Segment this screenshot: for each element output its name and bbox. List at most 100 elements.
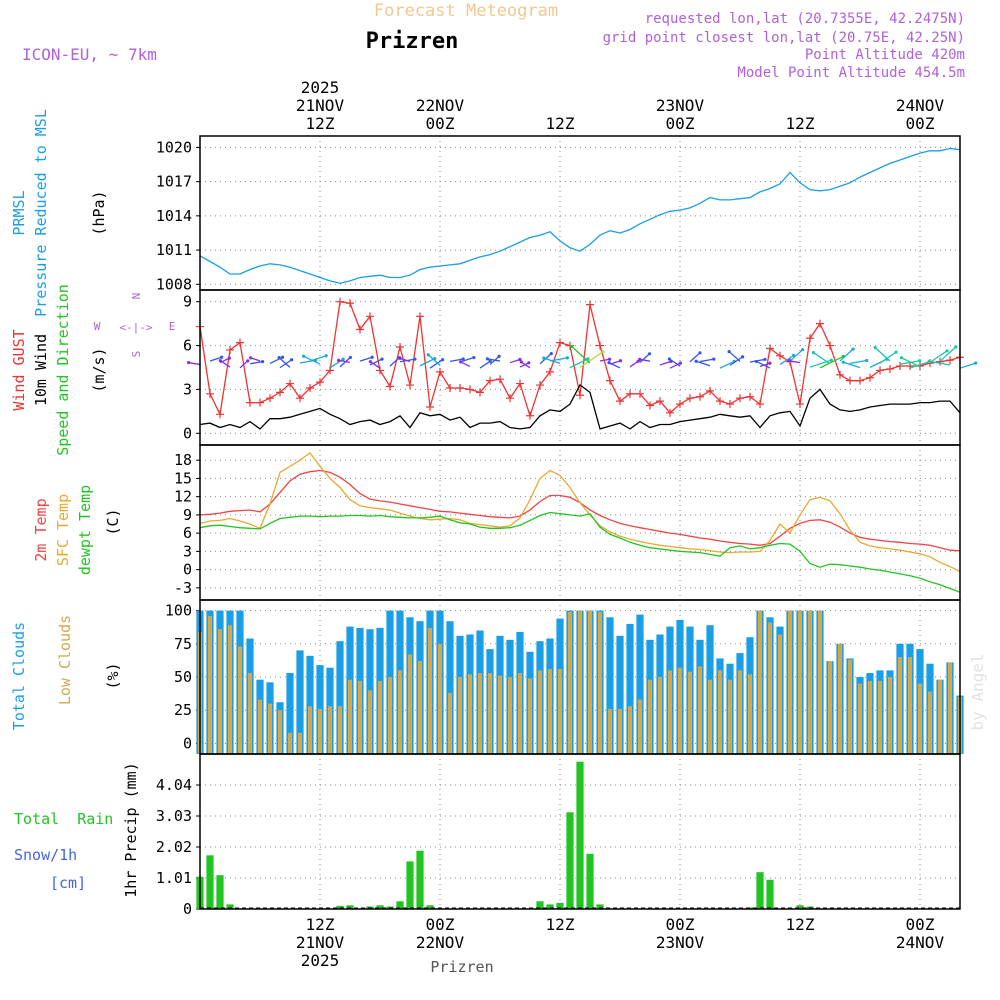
gust-marker	[466, 385, 474, 394]
low-cloud-bar	[428, 627, 432, 754]
compass-north: N	[130, 293, 143, 300]
wind-direction-arrow	[220, 360, 231, 368]
wind-arrow-head	[973, 361, 978, 365]
wind-direction-arrow	[549, 357, 568, 362]
low-cloud-bar	[318, 708, 322, 754]
low-cloud-bar	[848, 659, 852, 754]
wind-arrow-head	[768, 361, 772, 365]
wind-direction-arrow	[370, 361, 381, 369]
wind-panel: 0 3 6 9	[183, 289, 978, 446]
wind-direction-arrow	[579, 351, 604, 368]
gust-marker	[716, 397, 724, 406]
wind-arrow-head	[829, 358, 833, 362]
wind-direction-arrow	[813, 352, 831, 365]
wind-arrow-head	[618, 359, 623, 363]
gust-marker	[686, 394, 694, 403]
pressure-labels: PRMSL Pressure Reduced to MSL (hPa)	[10, 109, 108, 317]
low-cloud-bar	[328, 706, 332, 754]
wind-arrow-head	[459, 360, 463, 364]
gust-marker	[276, 388, 284, 397]
bottom-location: Prizren	[430, 958, 493, 976]
low-cloud-bar	[418, 661, 422, 754]
low-cloud-bar	[208, 615, 212, 754]
low-cloud-bar	[628, 706, 632, 754]
precip-bar	[756, 872, 764, 909]
wind-arrow-head	[398, 356, 402, 360]
low-cloud-bar	[238, 646, 242, 754]
wind-arrow-head	[851, 347, 855, 351]
precip-bar	[546, 904, 554, 909]
y-tick-label: 1014	[156, 207, 192, 225]
low-cloud-bar	[768, 622, 772, 754]
gust-marker	[936, 357, 944, 366]
precip-panel: 0 1.01 2.02 3.03 4.04	[156, 753, 961, 918]
wind-direction-arrow	[695, 360, 711, 367]
wind-arrow-head	[638, 357, 642, 361]
wind-arrow-head	[497, 354, 501, 359]
y-tick-label: 1011	[156, 241, 192, 259]
y-tick-label: 75	[174, 635, 192, 653]
pressure-unit: (hPa)	[90, 190, 108, 235]
y-tick-label: 2.02	[156, 838, 192, 856]
low-cloud-bar	[448, 692, 452, 754]
wind-direction-arrow	[689, 352, 701, 363]
low-cloud-bar	[378, 681, 382, 754]
wind-direction-arrow	[629, 360, 639, 368]
compass-cross: <-|->	[119, 321, 152, 334]
wind-direction-arrow	[459, 356, 475, 363]
y-tick-label: 0	[183, 424, 192, 442]
low-cloud-bar	[918, 683, 922, 754]
gust-marker	[826, 341, 834, 350]
y-tick-label: 6	[183, 337, 192, 355]
bottom-time-label: 12Z	[786, 915, 815, 934]
bottom-time-label: 00Z	[426, 915, 455, 934]
total-cloud-bar	[626, 623, 634, 754]
total-cloud-bar	[606, 617, 614, 754]
gust-marker	[356, 325, 364, 334]
low-cloud-bar	[658, 677, 662, 754]
gust-marker	[736, 394, 744, 403]
wind-direction-arrow	[719, 360, 735, 369]
total-clouds-label: Total Clouds	[10, 622, 28, 730]
wind-arrow-head	[601, 350, 605, 354]
wind-direction-arrow	[929, 350, 948, 363]
wind-direction-arrow	[571, 345, 591, 364]
gust-marker	[726, 400, 734, 409]
gust-marker	[286, 379, 294, 388]
wind-arrow-head	[249, 356, 253, 360]
series-line-sfc-temp	[199, 451, 961, 572]
gust-marker	[616, 397, 624, 406]
precip-unit: 1hr Precip (mm)	[122, 762, 140, 897]
total-cloud-bar	[286, 673, 294, 754]
gust-marker	[706, 386, 714, 395]
low-cloud-bar	[808, 610, 812, 754]
wind-arrow-head	[324, 354, 328, 358]
precip-bar	[766, 879, 774, 909]
wind-arrow-head	[607, 361, 611, 365]
wind-arrow-head	[380, 357, 384, 361]
low-cloud-bar	[338, 706, 342, 754]
precip-bar	[586, 853, 594, 909]
wind-arrow-head	[787, 359, 791, 363]
wind-direction-arrow	[303, 355, 321, 365]
total-cloud-bar	[306, 655, 314, 754]
gust-marker	[426, 402, 434, 411]
gust-marker	[866, 373, 874, 382]
precip-bar	[336, 905, 344, 909]
wind-direction-arrow	[843, 361, 861, 369]
low-cloud-bar	[348, 679, 352, 754]
wind-arrow-head	[527, 361, 531, 365]
y-tick-label: 18	[174, 451, 192, 469]
gust-marker	[506, 394, 514, 403]
top-time-label: 24NOV	[896, 96, 945, 115]
low-cloud-bar	[388, 677, 392, 754]
wind-arrow-head	[565, 356, 569, 360]
low-cloud-bar	[408, 654, 412, 754]
gust-marker	[266, 394, 274, 403]
gust-marker	[456, 383, 464, 392]
total-cloud-bar	[616, 635, 624, 754]
wind-direction-arrow	[756, 360, 771, 369]
cloud-unit: (%)	[104, 662, 122, 689]
grid-point-coords: grid point closest lon,lat (20.75E, 42.2…	[603, 30, 965, 46]
gust-marker	[636, 389, 644, 398]
